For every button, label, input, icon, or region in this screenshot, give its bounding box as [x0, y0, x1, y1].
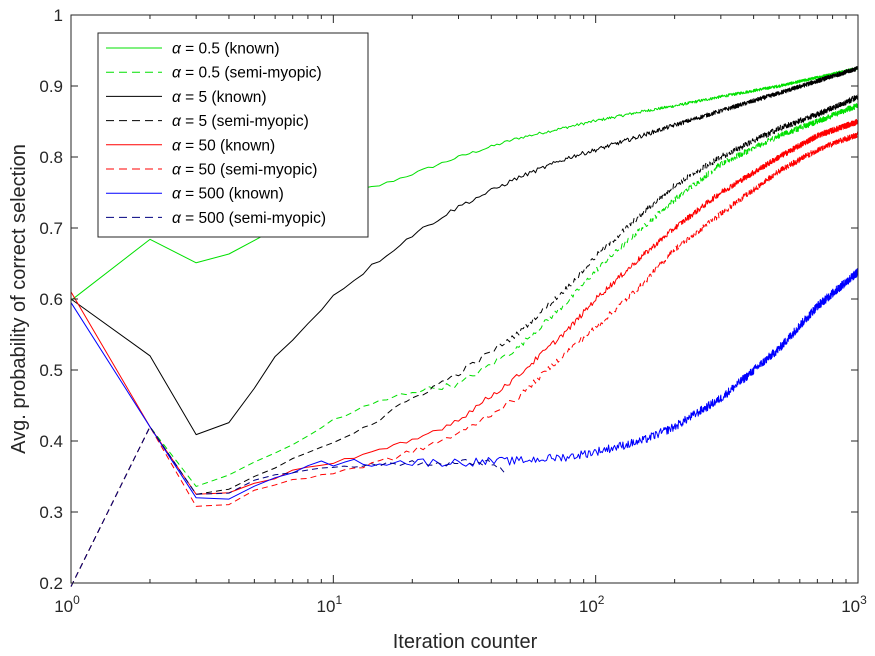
x-tick-label-exponent: 1	[335, 593, 342, 607]
y-tick-label: 0.2	[39, 574, 63, 593]
x-tick-label-exponent: 0	[73, 593, 80, 607]
legend-label: α = 0.5 (semi-myopic)	[172, 65, 322, 82]
x-tick-label-base: 10	[54, 597, 73, 616]
legend-symbol: α	[172, 89, 182, 106]
legend-symbol: α	[172, 41, 182, 58]
series-line	[70, 268, 859, 500]
legend-text: = 5 (semi-myopic)	[181, 113, 309, 130]
y-tick-label: 0.6	[39, 290, 63, 309]
legend-text: = 5 (known)	[181, 89, 267, 106]
legend-text: = 50 (semi-myopic)	[181, 162, 318, 179]
y-tick-label: 0.7	[39, 219, 63, 238]
series-line	[70, 93, 859, 587]
legend-label: α = 50 (known)	[172, 137, 275, 154]
legend-box	[97, 32, 369, 238]
legend-text: = 500 (semi-myopic)	[181, 210, 326, 227]
series-line	[70, 66, 859, 436]
plot-lines	[70, 66, 859, 587]
series-line	[70, 426, 506, 587]
axis-ticks	[70, 14, 859, 584]
y-tick-label: 0.9	[39, 77, 63, 96]
legend-label: α = 500 (semi-myopic)	[172, 210, 326, 227]
legend-entries: α = 0.5 (known)α = 0.5 (semi-myopic)α = …	[106, 41, 326, 227]
series-line	[70, 103, 859, 587]
legend-label: α = 0.5 (known)	[172, 41, 280, 58]
x-tick-label-base: 10	[841, 597, 860, 616]
y-tick-label: 0.3	[39, 503, 63, 522]
legend-symbol: α	[172, 113, 182, 130]
legend-label: α = 5 (semi-myopic)	[172, 113, 309, 130]
legend-text: = 0.5 (semi-myopic)	[181, 65, 322, 82]
y-tick-label: 0.4	[39, 432, 63, 451]
legend-text: = 50 (known)	[181, 137, 275, 154]
legend-symbol: α	[172, 162, 182, 179]
legend-symbol: α	[172, 210, 182, 227]
x-tick-label-base: 10	[579, 597, 598, 616]
y-tick-label: 0.5	[39, 361, 63, 380]
legend-text: = 500 (known)	[181, 186, 284, 203]
y-tick-label: 1	[54, 6, 63, 25]
legend-symbol: α	[172, 186, 182, 203]
x-tick-label: 100	[54, 593, 80, 616]
legend-text: = 0.5 (known)	[181, 41, 280, 58]
x-tick-label: 102	[579, 593, 605, 616]
x-axis-title: Iteration counter	[393, 631, 538, 653]
legend-label: α = 50 (semi-myopic)	[172, 162, 317, 179]
x-tick-label-base: 10	[317, 597, 336, 616]
legend-symbol: α	[172, 65, 182, 82]
legend: α = 0.5 (known)α = 0.5 (semi-myopic)α = …	[97, 32, 369, 238]
y-axis-title: Avg. probability of correct selection	[8, 144, 30, 454]
legend-label: α = 5 (known)	[172, 89, 267, 106]
legend-label: α = 500 (known)	[172, 186, 284, 203]
x-tick-label-exponent: 2	[598, 593, 605, 607]
x-tick-label: 101	[317, 593, 343, 616]
series-line	[70, 118, 859, 495]
y-tick-label: 0.8	[39, 148, 63, 167]
series-line	[70, 131, 859, 587]
x-tick-label-exponent: 3	[860, 593, 867, 607]
legend-symbol: α	[172, 137, 182, 154]
x-tick-label: 103	[841, 593, 867, 616]
